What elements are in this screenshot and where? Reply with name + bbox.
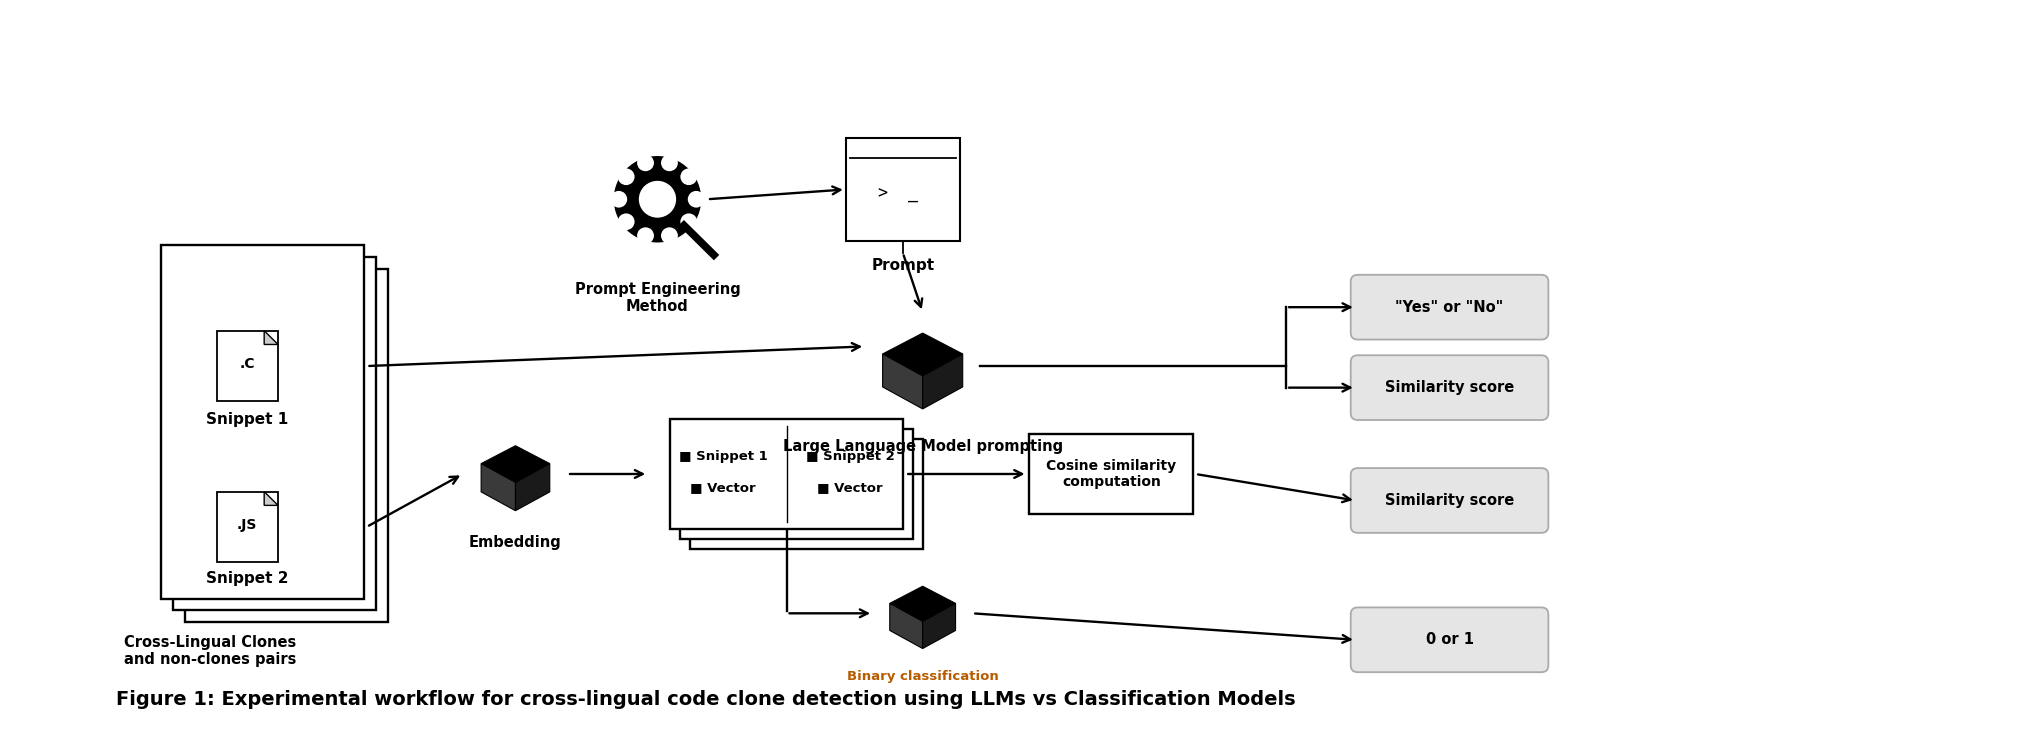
FancyBboxPatch shape: [1351, 275, 1549, 339]
Text: >  _: > _: [878, 185, 917, 204]
Text: Similarity score: Similarity score: [1386, 380, 1514, 395]
Polygon shape: [265, 331, 277, 345]
Text: "Yes" or "No": "Yes" or "No": [1396, 300, 1504, 314]
Polygon shape: [882, 333, 962, 376]
Circle shape: [618, 213, 634, 230]
Text: .JS: .JS: [236, 518, 257, 532]
Bar: [681, 429, 913, 539]
Bar: [1029, 434, 1194, 514]
Text: ■ Snippet 2: ■ Snippet 2: [805, 450, 895, 463]
Polygon shape: [923, 354, 962, 409]
Text: Cross-Lingual Clones
and non-clones pairs: Cross-Lingual Clones and non-clones pair…: [124, 635, 298, 667]
Polygon shape: [882, 354, 923, 409]
Bar: [671, 419, 903, 529]
Polygon shape: [891, 604, 923, 649]
FancyBboxPatch shape: [1351, 607, 1549, 672]
Text: Figure 1: Experimental workflow for cross-lingual code clone detection using LLM: Figure 1: Experimental workflow for cros…: [116, 691, 1296, 709]
Polygon shape: [516, 463, 550, 511]
Circle shape: [687, 191, 705, 207]
FancyBboxPatch shape: [1351, 355, 1549, 420]
Circle shape: [618, 168, 634, 185]
Circle shape: [615, 157, 701, 241]
Polygon shape: [481, 463, 516, 511]
Bar: [846, 138, 960, 241]
Polygon shape: [891, 586, 956, 621]
Polygon shape: [265, 492, 277, 506]
Bar: [689, 438, 923, 548]
Text: Embedding: Embedding: [469, 535, 562, 550]
Text: Large Language Model prompting: Large Language Model prompting: [783, 438, 1062, 454]
Polygon shape: [481, 446, 550, 483]
Circle shape: [660, 227, 679, 244]
Bar: [216, 492, 277, 562]
Bar: [161, 245, 365, 599]
Circle shape: [638, 227, 654, 244]
Circle shape: [660, 154, 679, 171]
Text: Prompt: Prompt: [870, 258, 933, 273]
Text: Snippet 1: Snippet 1: [206, 412, 289, 427]
Circle shape: [638, 180, 677, 218]
Polygon shape: [923, 604, 956, 649]
Bar: [185, 269, 389, 622]
Bar: [173, 257, 377, 610]
Circle shape: [681, 213, 697, 230]
Text: Prompt Engineering
Method: Prompt Engineering Method: [575, 282, 740, 314]
Circle shape: [681, 168, 697, 185]
Text: Binary classification: Binary classification: [846, 670, 999, 683]
Text: ■ Snippet 1: ■ Snippet 1: [679, 450, 768, 463]
Text: Similarity score: Similarity score: [1386, 493, 1514, 508]
FancyBboxPatch shape: [1351, 468, 1549, 533]
Bar: [216, 331, 277, 401]
Text: Cosine similarity
computation: Cosine similarity computation: [1045, 459, 1176, 489]
Text: Snippet 2: Snippet 2: [206, 571, 289, 587]
Circle shape: [609, 191, 628, 207]
Text: ■ Vector: ■ Vector: [691, 481, 756, 494]
Text: 0 or 1: 0 or 1: [1425, 632, 1473, 647]
Text: .C: .C: [240, 357, 255, 371]
Text: ■ Vector: ■ Vector: [817, 481, 882, 494]
Circle shape: [638, 154, 654, 171]
